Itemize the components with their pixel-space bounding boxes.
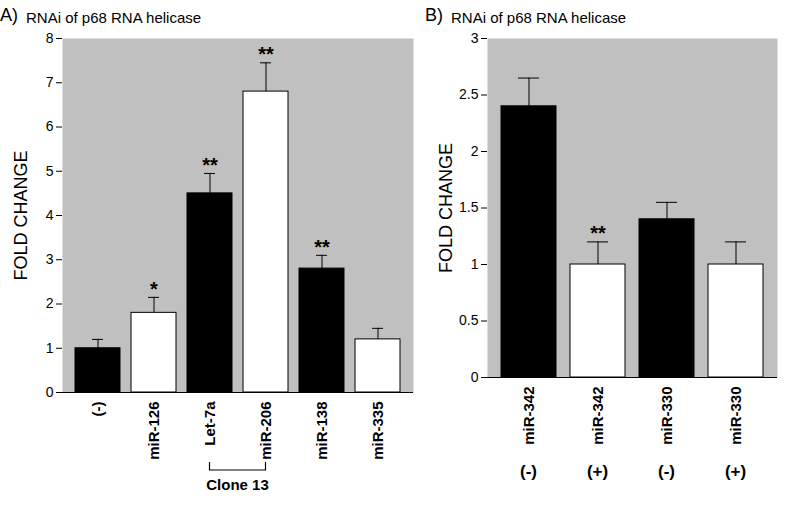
svg-text:FOLD CHANGE: FOLD CHANGE [436,143,456,273]
svg-text:miR-206: miR-206 [257,402,274,460]
svg-text:*: * [150,278,158,300]
svg-text:0.5: 0.5 [459,312,479,328]
html-text:RNAi of p68 RNA helicase: RNAi of p68 RNA helicase [26,9,202,26]
svg-text:**: ** [314,236,330,258]
svg-text:3: 3 [46,251,54,267]
html-text:B): B) [425,5,443,25]
svg-text:Let-7a: Let-7a [201,401,218,446]
svg-text:1: 1 [471,256,479,272]
svg-text:miR-138: miR-138 [313,402,330,460]
svg-text:6: 6 [46,118,54,134]
svg-text:miR-126: miR-126 [145,402,162,460]
svg-text:2.5: 2.5 [459,86,479,102]
svg-text:(+): (+) [587,462,608,481]
svg-text:miR-330: miR-330 [727,387,744,445]
svg-text:2: 2 [46,295,54,311]
svg-text:(-): (-) [520,462,537,481]
svg-text:4: 4 [46,207,54,223]
svg-text:miR-335: miR-335 [369,402,386,460]
svg-text:(-): (-) [658,462,675,481]
html-text:RNAi of p68 RNA helicase: RNAi of p68 RNA helicase [451,9,627,26]
svg-text:FOLD CHANGE: FOLD CHANGE [11,150,31,280]
html-text:A): A) [0,5,18,25]
svg-text:miR-342: miR-342 [520,387,537,445]
svg-text:5: 5 [46,163,54,179]
svg-text:2: 2 [471,143,479,159]
svg-text:1.5: 1.5 [459,199,479,215]
svg-text:0: 0 [471,369,479,385]
svg-text:**: ** [590,222,606,244]
svg-text:miR-330: miR-330 [658,387,675,445]
svg-text:8: 8 [46,30,54,46]
svg-text:miR-342: miR-342 [589,387,606,445]
svg-text:**: ** [202,154,218,176]
svg-text:7: 7 [46,74,54,90]
svg-text:0: 0 [46,384,54,400]
svg-text:3: 3 [471,30,479,46]
svg-text:1: 1 [46,340,54,356]
svg-text:(-): (-) [89,402,106,417]
svg-text:(+): (+) [725,462,746,481]
svg-text:**: ** [258,43,274,65]
svg-text:Clone 13: Clone 13 [206,476,269,493]
